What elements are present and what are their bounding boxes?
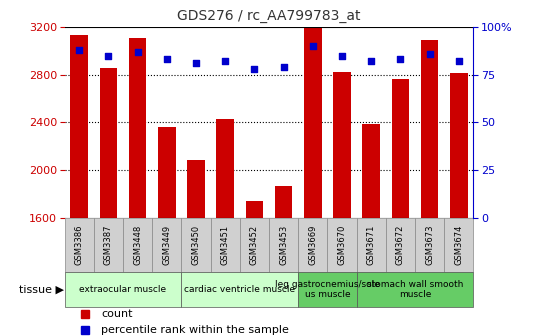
- Text: stomach wall smooth
muscle: stomach wall smooth muscle: [367, 280, 463, 299]
- Bar: [357, 218, 386, 272]
- Bar: [363, 124, 380, 218]
- Point: [104, 53, 112, 58]
- Bar: [181, 272, 298, 307]
- Text: GSM3670: GSM3670: [337, 225, 346, 265]
- Point: [192, 60, 200, 66]
- Title: GDS276 / rc_AA799783_at: GDS276 / rc_AA799783_at: [177, 9, 361, 23]
- Text: GSM3451: GSM3451: [221, 225, 230, 265]
- Bar: [70, 35, 88, 218]
- Bar: [304, 27, 322, 218]
- Bar: [392, 79, 409, 218]
- Text: leg gastrocnemius/sole
us muscle: leg gastrocnemius/sole us muscle: [275, 280, 380, 299]
- Text: percentile rank within the sample: percentile rank within the sample: [101, 325, 289, 335]
- Bar: [210, 218, 240, 272]
- Point: [455, 58, 463, 64]
- Bar: [65, 218, 94, 272]
- Point: [75, 47, 83, 52]
- Bar: [216, 119, 234, 218]
- Bar: [298, 272, 357, 307]
- Bar: [450, 74, 468, 218]
- Text: GSM3387: GSM3387: [104, 225, 113, 265]
- Text: GSM3671: GSM3671: [367, 225, 376, 265]
- Bar: [421, 40, 438, 218]
- Bar: [94, 218, 123, 272]
- Text: GSM3448: GSM3448: [133, 225, 142, 265]
- Bar: [415, 218, 444, 272]
- Bar: [275, 186, 292, 218]
- Text: GSM3450: GSM3450: [192, 225, 201, 265]
- Bar: [123, 218, 152, 272]
- Bar: [246, 201, 263, 218]
- Bar: [269, 218, 298, 272]
- Text: GSM3452: GSM3452: [250, 225, 259, 265]
- Text: GSM3386: GSM3386: [75, 225, 84, 265]
- Bar: [152, 218, 181, 272]
- Point: [162, 57, 171, 62]
- Text: extraocular muscle: extraocular muscle: [80, 285, 167, 294]
- Point: [250, 66, 259, 72]
- Bar: [240, 218, 269, 272]
- Text: GSM3672: GSM3672: [396, 225, 405, 265]
- Text: count: count: [101, 309, 133, 320]
- Text: GSM3674: GSM3674: [454, 225, 463, 265]
- Point: [367, 58, 376, 64]
- Text: GSM3449: GSM3449: [162, 225, 171, 265]
- Bar: [100, 68, 117, 218]
- Point: [308, 43, 317, 49]
- Text: cardiac ventricle muscle: cardiac ventricle muscle: [184, 285, 295, 294]
- Bar: [181, 218, 210, 272]
- Point: [279, 65, 288, 70]
- Bar: [328, 218, 357, 272]
- Bar: [386, 218, 415, 272]
- Point: [133, 49, 142, 54]
- Bar: [129, 38, 146, 218]
- Text: GSM3669: GSM3669: [308, 225, 317, 265]
- Point: [396, 57, 405, 62]
- Bar: [357, 272, 473, 307]
- Bar: [158, 127, 175, 218]
- Text: tissue ▶: tissue ▶: [19, 285, 64, 295]
- Text: GSM3453: GSM3453: [279, 225, 288, 265]
- Text: GSM3673: GSM3673: [425, 225, 434, 265]
- Point: [338, 53, 346, 58]
- Bar: [333, 72, 351, 218]
- Point: [426, 51, 434, 56]
- Bar: [298, 218, 328, 272]
- Point: [221, 58, 230, 64]
- Bar: [187, 160, 205, 218]
- Bar: [65, 272, 181, 307]
- Bar: [444, 218, 473, 272]
